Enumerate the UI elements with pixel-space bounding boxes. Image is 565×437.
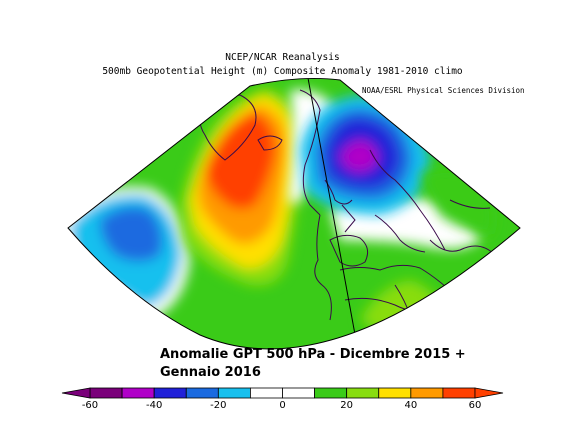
colorbar-right-arrow [474,387,504,399]
colorbar-segment [185,387,219,399]
colorbar-segment [89,387,123,399]
colorbar-tick-label: 40 [404,400,418,411]
colorbar-left-arrow [61,387,91,399]
color-scale-bar [61,387,504,399]
colorbar-tick-label: -40 [145,400,163,411]
colorbar-segment [153,387,187,399]
caption: Anomalie GPT 500 hPa - Dicembre 2015 + G… [160,346,466,382]
colorbar-tick-label: -60 [81,400,99,411]
meridian-line [307,78,357,341]
colorbar-segment [442,387,476,399]
source-credit: NOAA/ESRL Physical Sciences Division [362,86,525,95]
map-title: NCEP/NCAR Reanalysis [225,52,340,63]
colorbar-tick-label: 20 [340,400,354,411]
colorbar-segment [282,387,315,399]
colorbar-segment [250,387,283,399]
colorbar-segment [410,387,444,399]
colorbar-segment [346,387,380,399]
colorbar-segment [314,387,348,399]
colorbar-tick-label: -20 [210,400,227,411]
colorbar-tick-label: 0 [279,400,286,411]
map-frame [67,77,521,350]
map-subtitle: 500mb Geopotential Height (m) Composite … [102,66,463,77]
caption-line-1: Anomalie GPT 500 hPa - Dicembre 2015 + [160,347,466,362]
colorbar-tick-label: 60 [468,400,482,411]
colorbar-segment [378,387,412,399]
colorbar-segment [121,387,155,399]
caption-line-2: Gennaio 2016 [160,365,261,380]
colorbar-segment [217,387,251,399]
